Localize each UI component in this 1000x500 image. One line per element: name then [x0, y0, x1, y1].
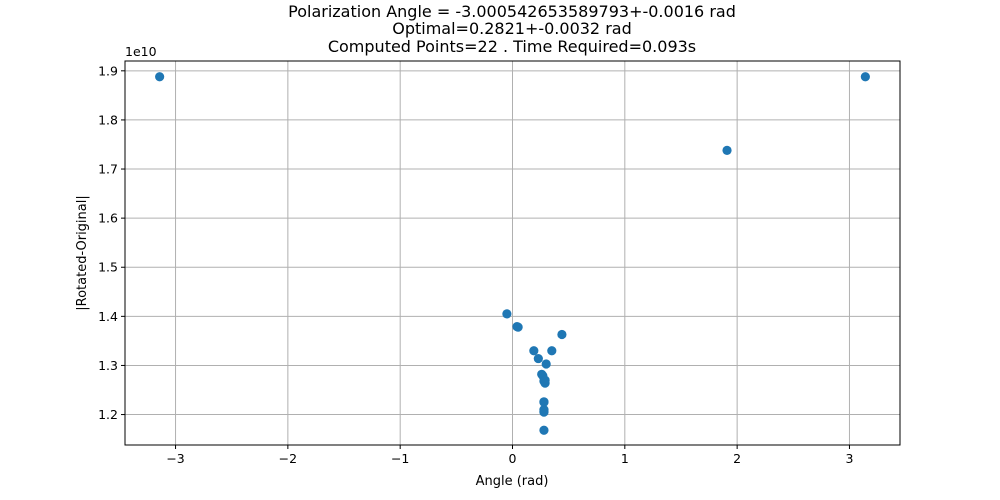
data-point [547, 346, 557, 356]
x-axis-label: Angle (rad) [476, 474, 549, 489]
data-point [557, 329, 567, 340]
data-point [513, 322, 523, 332]
title-line-3: Computed Points=22 . Time Required=0.093… [328, 37, 696, 56]
y-tick-label: 1.2 [98, 407, 118, 422]
x-tick-label: 0 [509, 451, 517, 466]
data-point [529, 346, 539, 356]
data-point [540, 375, 550, 385]
data-point [155, 72, 165, 82]
title-line-2: Optimal=0.2821+-0.0032 rad [392, 19, 631, 38]
y-tick-label: 1.6 [98, 211, 118, 226]
grid [125, 61, 900, 445]
title-line-1: Polarization Angle = -3.000542653589793+… [288, 2, 736, 21]
x-axis-ticks: −3 −2 −1 0 1 2 3 [166, 445, 853, 466]
chart-title: Polarization Angle = -3.000542653589793+… [288, 2, 736, 56]
x-tick-label: 1 [621, 451, 629, 466]
y-axis-ticks: 1.2 1.3 1.4 1.5 1.6 1.7 1.8 1.9 [98, 63, 125, 422]
data-point [533, 353, 543, 364]
x-tick-label: 3 [845, 451, 853, 466]
y-tick-label: 1.7 [98, 162, 118, 177]
x-tick-label: −1 [391, 451, 409, 466]
x-tick-label: −2 [279, 451, 297, 466]
y-tick-label: 1.8 [98, 112, 118, 127]
data-point [539, 425, 549, 435]
x-tick-label: −3 [166, 451, 184, 466]
y-tick-label: 1.3 [98, 358, 118, 373]
data-point [722, 145, 732, 155]
data-point [539, 406, 549, 416]
y-tick-label: 1.9 [98, 63, 118, 78]
data-point [539, 397, 549, 407]
y-axis-label: |Rotated-Original| [75, 195, 90, 311]
data-point [502, 309, 512, 319]
y-tick-label: 1.5 [98, 260, 118, 275]
y-tick-label: 1.4 [98, 309, 118, 324]
data-point [860, 72, 870, 82]
x-tick-label: 2 [733, 451, 741, 466]
data-point [541, 359, 551, 369]
data-points [155, 72, 870, 435]
y-offset-label: 1e10 [125, 44, 157, 59]
